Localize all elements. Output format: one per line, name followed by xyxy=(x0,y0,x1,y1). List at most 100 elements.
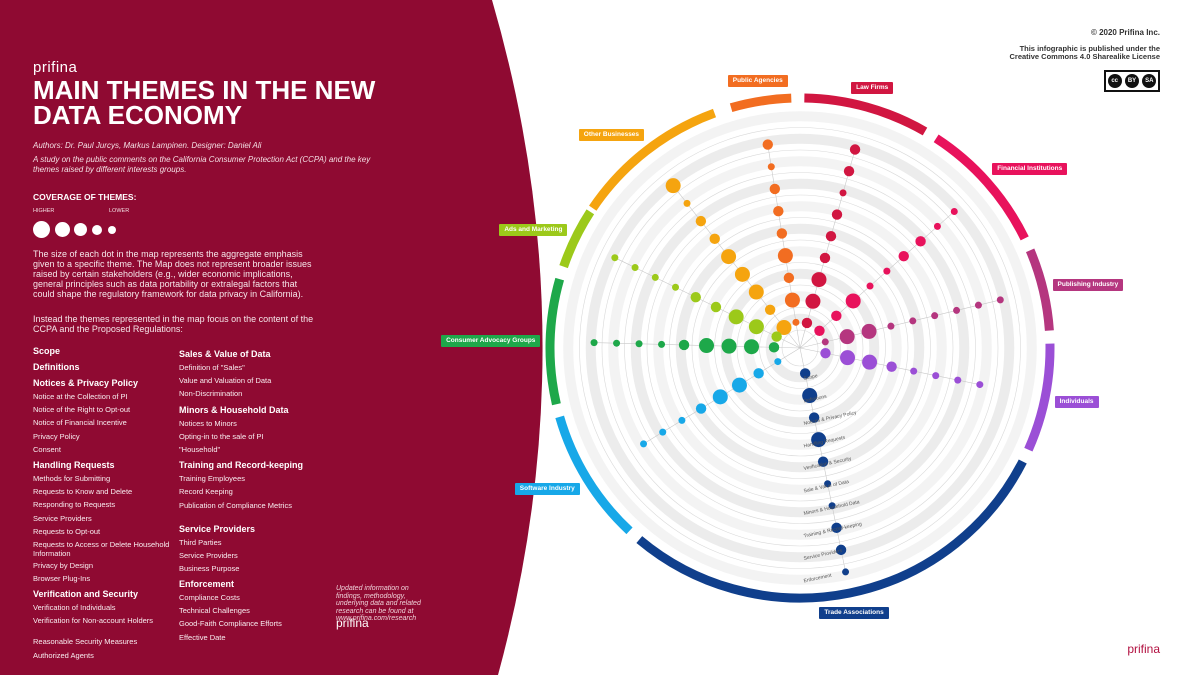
theme-dot xyxy=(839,329,855,345)
theme-dot xyxy=(672,283,680,291)
theme-item: Service Providers xyxy=(33,513,92,523)
group-arc xyxy=(636,459,1027,603)
theme-dot xyxy=(734,266,750,282)
theme-dot xyxy=(771,331,782,342)
theme-heading: Sales & Value of Data xyxy=(179,349,271,359)
theme-dot xyxy=(866,282,874,290)
theme-dot xyxy=(753,368,764,379)
coverage-dot-large xyxy=(33,221,50,238)
ring-guide xyxy=(714,262,886,434)
theme-item: Service Providers xyxy=(179,550,238,560)
theme-dot xyxy=(712,389,728,405)
theme-item: Privacy Policy xyxy=(33,431,80,441)
theme-item: Value and Valuation of Data xyxy=(179,376,272,386)
theme-heading: Verification and Security xyxy=(33,589,139,600)
theme-dot xyxy=(611,254,619,262)
theme-dot xyxy=(710,301,722,313)
theme-dot xyxy=(898,251,909,262)
theme-dot xyxy=(631,264,639,272)
cc-icon: cc xyxy=(1107,74,1122,88)
theme-dot xyxy=(842,568,850,576)
group-arc xyxy=(933,134,1029,241)
theme-item: Non-Discrimination xyxy=(179,389,243,399)
theme-dot xyxy=(820,347,831,359)
theme-item: Effective Date xyxy=(179,632,226,642)
brand-logo: prifina xyxy=(33,59,78,76)
theme-heading: Training and Record-keeping xyxy=(179,460,304,471)
group-arc xyxy=(729,93,792,113)
theme-dot xyxy=(825,231,837,242)
theme-heading: Handling Requests xyxy=(33,459,115,470)
group-arc xyxy=(545,277,565,406)
ring-band xyxy=(630,178,970,518)
group-label: Individuals xyxy=(1054,395,1099,408)
theme-heading: Scope xyxy=(33,346,61,356)
theme-dot xyxy=(831,209,843,220)
theme-dot xyxy=(728,309,744,325)
theme-item: Compliance Costs xyxy=(179,593,240,603)
theme-dot xyxy=(811,272,827,288)
theme-dot xyxy=(824,480,832,488)
theme-item: Privacy by Design xyxy=(33,560,94,570)
group-label: Public Agencies xyxy=(727,75,788,88)
group-label: Software Industry xyxy=(514,483,580,496)
theme-dot xyxy=(709,233,720,245)
group-label: Law Firms xyxy=(851,81,894,94)
group-arc xyxy=(555,415,633,535)
theme-item: Notice of Financial Incentive xyxy=(33,418,127,428)
theme-dot xyxy=(784,292,800,308)
theme-dot xyxy=(996,296,1004,304)
theme-dot xyxy=(932,372,940,380)
theme-dot xyxy=(817,456,829,467)
license-text: This infographic is published under the … xyxy=(1009,44,1161,61)
theme-heading: Notices & Privacy Policy xyxy=(33,378,139,388)
ring-guide xyxy=(646,194,954,502)
theme-dot xyxy=(651,273,659,281)
coverage-title: COVERAGE OF THEMES: xyxy=(33,192,137,202)
theme-dot xyxy=(658,340,666,348)
theme-item: "Household" xyxy=(179,444,221,454)
theme-dot xyxy=(974,301,982,309)
theme-item: Authorized Agents xyxy=(33,650,94,660)
group-arc xyxy=(559,209,595,269)
theme-dot xyxy=(802,388,818,404)
theme-item: Verification of Individuals xyxy=(33,603,116,613)
theme-dot xyxy=(954,376,962,384)
theme-item: Verification for Non-account Holders xyxy=(33,616,154,626)
theme-dot xyxy=(792,318,800,326)
theme-dot xyxy=(915,236,926,247)
group-label: Other Businesses xyxy=(578,129,645,142)
ring-guide xyxy=(669,217,931,479)
theme-item: Technical Challenges xyxy=(179,606,250,616)
theme-dot xyxy=(748,284,764,300)
theme-dot xyxy=(845,293,861,309)
ring-band xyxy=(653,201,947,495)
theme-dot xyxy=(721,338,737,354)
group-spoke xyxy=(767,142,801,349)
group-label: Trade Associations xyxy=(819,606,889,619)
sa-icon: SA xyxy=(1142,74,1157,88)
theme-item: Opting-in to the sale of PI xyxy=(179,431,264,441)
ring-label: Definitions xyxy=(803,394,828,405)
theme-dot xyxy=(811,432,827,448)
theme-dot xyxy=(950,208,958,216)
ring-label: Scope xyxy=(803,373,818,382)
page-title: MAIN THEMES IN THE NEW DATA ECONOMY xyxy=(33,75,376,130)
theme-dot xyxy=(731,377,747,393)
theme-item: Responding to Requests xyxy=(33,500,116,510)
theme-dot xyxy=(678,416,686,424)
group-label: Ads and Marketing xyxy=(499,223,568,236)
theme-item: Requests to Access or Delete Household I… xyxy=(33,539,170,558)
theme-item: Good-Faith Compliance Efforts xyxy=(179,619,282,629)
theme-dot xyxy=(805,293,821,309)
themes-column-2: Sales & Value of Data Definition of "Sale… xyxy=(179,345,329,644)
theme-dot xyxy=(721,249,737,265)
group-spoke xyxy=(799,147,856,349)
theme-dot xyxy=(683,199,691,207)
theme-dot xyxy=(659,428,667,436)
theme-item: Record Keeping xyxy=(179,487,233,497)
group-label: Consumer Advocacy Groups xyxy=(441,334,541,347)
theme-item: Requests to Opt-out xyxy=(33,526,101,536)
